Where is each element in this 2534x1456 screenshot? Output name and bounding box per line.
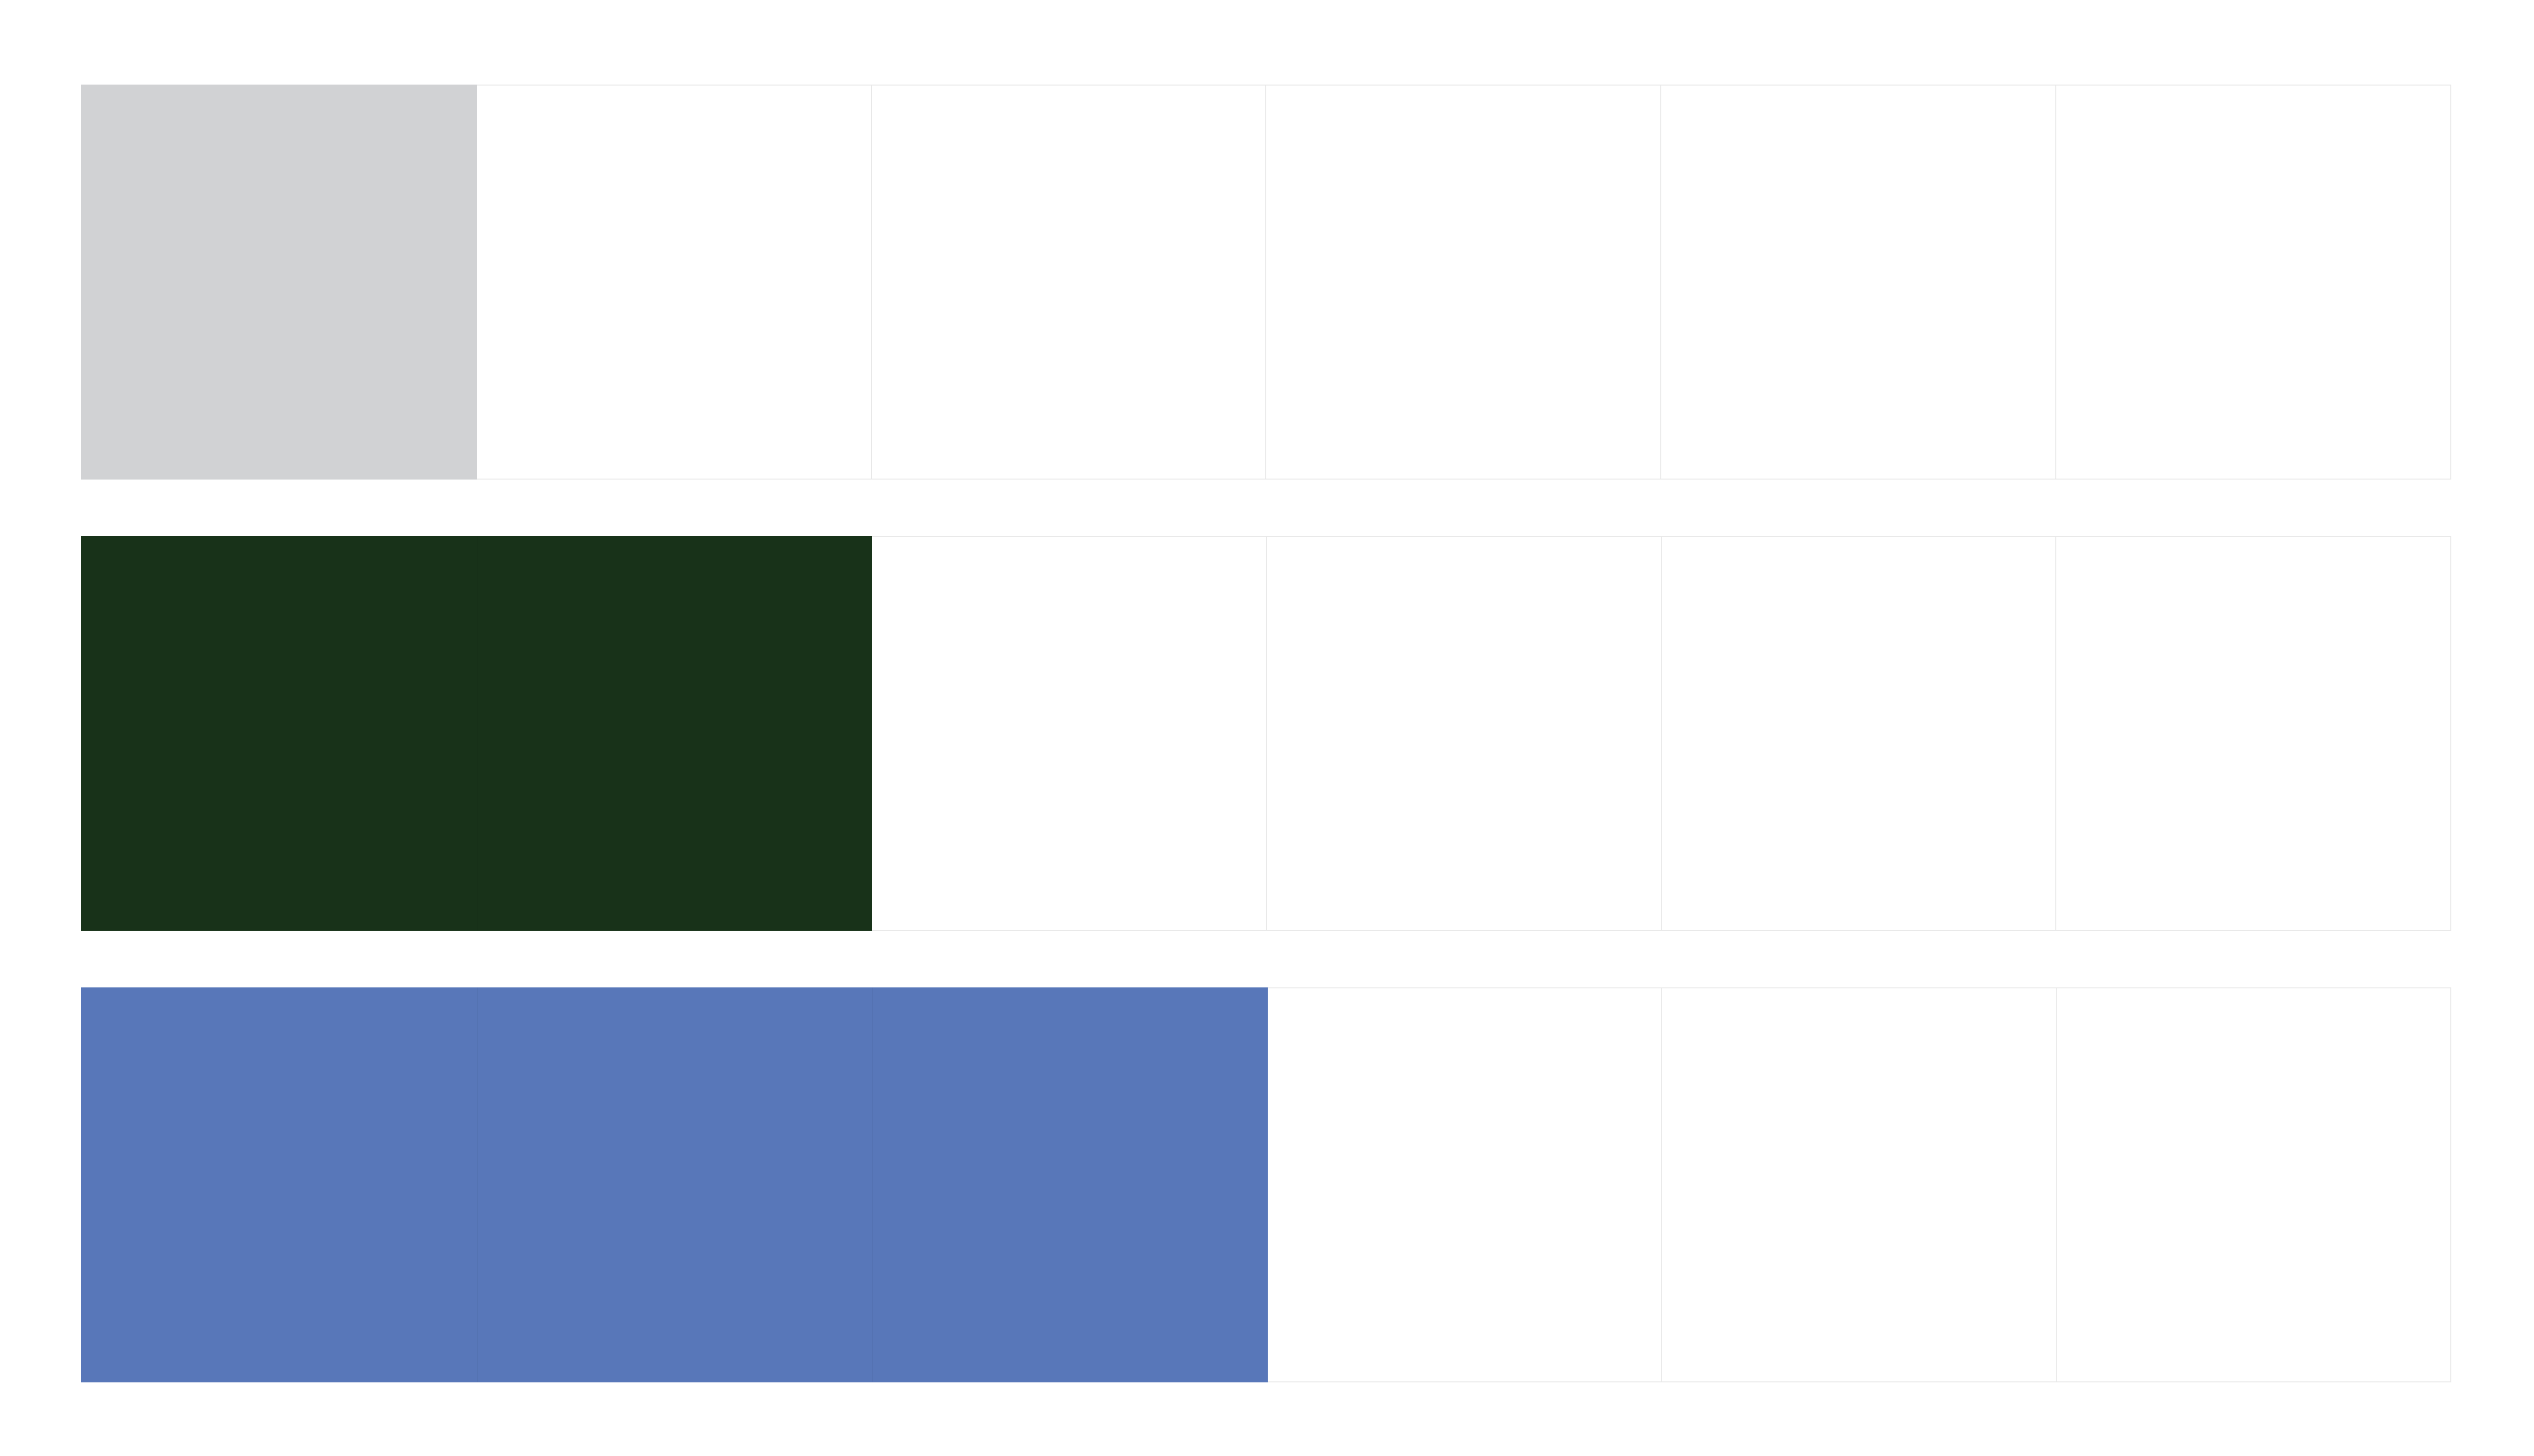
empty-cell: [1661, 85, 2057, 480]
filled-cell: [81, 85, 477, 480]
empty-cell: [2056, 85, 2451, 480]
fill-row-2: [81, 536, 2452, 931]
empty-cell: [1267, 987, 1662, 1382]
filled-cell: [476, 987, 872, 1382]
empty-cell: [1662, 987, 2057, 1382]
filled-cell: [81, 536, 477, 931]
filled-cell: [81, 987, 477, 1382]
empty-cell: [1267, 536, 1662, 931]
empty-cell: [872, 536, 1268, 931]
empty-cell: [476, 85, 872, 480]
filled-cell: [476, 536, 873, 931]
fill-row-1: [81, 85, 2451, 480]
empty-cell: [1661, 536, 2057, 931]
empty-cell: [2056, 536, 2452, 931]
empty-cell: [871, 85, 1267, 480]
fill-row-3: [81, 987, 2451, 1382]
empty-cell: [2056, 987, 2451, 1382]
filled-cell: [872, 987, 1268, 1382]
empty-cell: [1266, 85, 1662, 480]
